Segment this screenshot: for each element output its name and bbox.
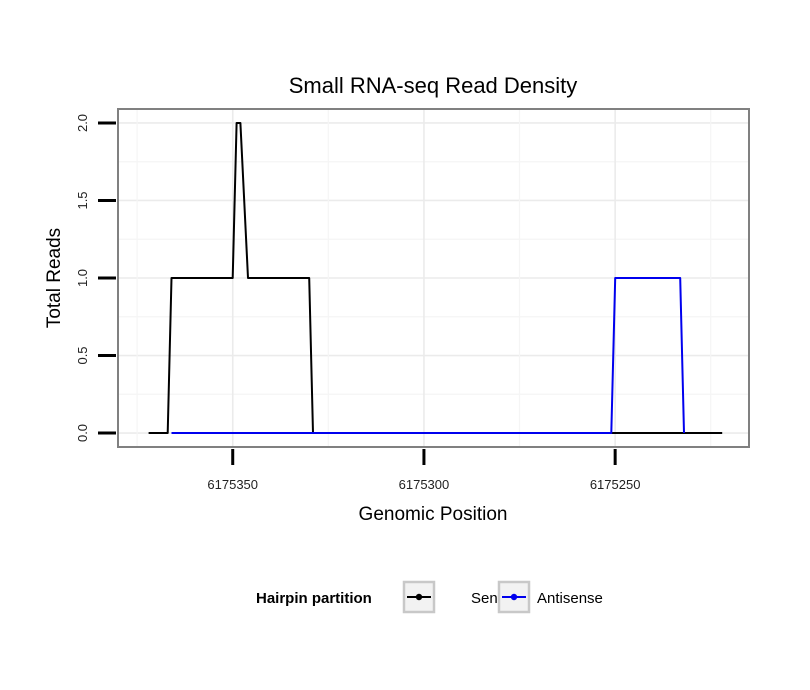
y-axis: 0.0 0.5 1.0 1.5 2.0 <box>75 114 116 442</box>
x-tick-label: 6175250 <box>590 477 641 492</box>
y-tick-label: 1.5 <box>75 191 90 209</box>
x-axis-title: Genomic Position <box>359 504 508 525</box>
y-tick-label: 1.0 <box>75 269 90 287</box>
legend-entries: Sense Antisense <box>402 580 603 614</box>
legend-key-point <box>510 593 518 601</box>
legend-title: Hairpin partition <box>256 590 372 607</box>
series-lines <box>148 122 723 434</box>
legend-label-antisense: Antisense <box>537 590 603 607</box>
x-tick-label: 6175350 <box>207 477 258 492</box>
legend-key-point <box>415 593 423 601</box>
legend: Hairpin partition Sense Antisense <box>256 580 603 614</box>
y-tick-label: 0.0 <box>75 424 90 442</box>
x-axis: 6175350 6175300 6175250 <box>207 449 640 492</box>
y-tick-label: 0.5 <box>75 346 90 364</box>
y-axis-title: Total Reads <box>44 228 65 328</box>
chart-title: Small RNA-seq Read Density <box>289 73 578 98</box>
plot-panel-border <box>117 108 750 448</box>
series-line-antisense <box>171 277 685 434</box>
y-tick-label: 2.0 <box>75 114 90 132</box>
x-tick-label: 6175300 <box>399 477 450 492</box>
